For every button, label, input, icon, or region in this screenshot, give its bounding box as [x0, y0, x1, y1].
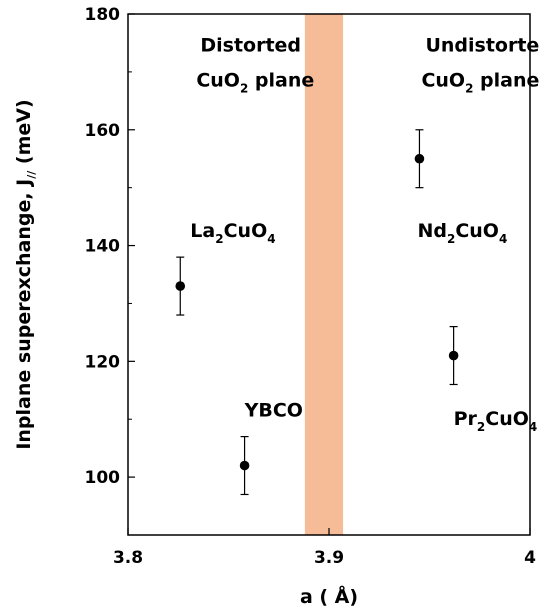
subscript: 2 [465, 81, 473, 95]
subscript: 2 [447, 232, 455, 246]
subscript: 2 [215, 232, 223, 246]
subscript: 4 [529, 420, 537, 434]
ticks-layer: 3.8 3.9 4 100 120 140 160 180 [85, 5, 537, 568]
data-point [414, 129, 425, 189]
points-layer [175, 129, 459, 496]
x-axis-label: a ( Å) [300, 584, 358, 608]
text-run: CuO [224, 220, 268, 242]
data-marker [175, 281, 186, 291]
transition-band [304, 14, 344, 535]
data-point [175, 256, 186, 316]
distorted-label-line2: CuO2 plane [196, 69, 314, 95]
y-axis-label-subscript: // [25, 170, 38, 179]
y-tick-label: 100 [85, 468, 121, 488]
text-run: Pr [454, 408, 478, 430]
y-tick-label: 140 [85, 237, 121, 257]
data-point [239, 435, 250, 496]
text-run: Nd [417, 220, 447, 242]
band-layer [304, 14, 344, 535]
text-run: plane [473, 69, 539, 91]
text-run: La [190, 220, 215, 242]
text-run: plane [248, 69, 314, 91]
text-run: CuO [196, 69, 240, 91]
text-run: CuO [421, 69, 465, 91]
y-axis-label-main: Inplane superexchange, J [13, 179, 35, 450]
text-run: Distorted [200, 35, 301, 57]
undistorted-label-line1: Undistorted [425, 35, 540, 57]
text-run: YBCO [244, 399, 303, 421]
data-marker [414, 153, 425, 164]
data-point [448, 326, 459, 386]
ybco-label: YBCO [244, 399, 303, 421]
y-axis-label: Inplane superexchange, J// (meV) [13, 99, 38, 449]
subscript: 4 [267, 232, 275, 246]
y-tick-label: 160 [85, 121, 121, 141]
x-tick-label: 3.9 [314, 548, 344, 568]
nd2cuo4-label: Nd2CuO4 [417, 220, 507, 246]
data-marker [448, 350, 459, 361]
pr2cuo4-label: Pr2CuO4 [454, 408, 538, 434]
text-run: CuO [455, 220, 499, 242]
data-marker [239, 460, 250, 471]
y-axis-label-unit: (meV) [13, 99, 35, 170]
subscript: 2 [477, 420, 485, 434]
text-run: Undistorted [425, 35, 540, 57]
y-tick-label: 120 [85, 352, 121, 372]
la2cuo4-label: La2CuO4 [190, 220, 275, 246]
subscript: 2 [240, 81, 248, 95]
text-run: CuO [485, 408, 529, 430]
y-tick-label: 180 [85, 5, 121, 25]
subscript: 4 [499, 232, 507, 246]
x-tick-label: 4 [524, 548, 536, 568]
undistorted-label-line2: CuO2 plane [421, 69, 539, 95]
distorted-label-line1: Distorted [200, 35, 301, 57]
x-tick-label: 3.8 [113, 548, 143, 568]
